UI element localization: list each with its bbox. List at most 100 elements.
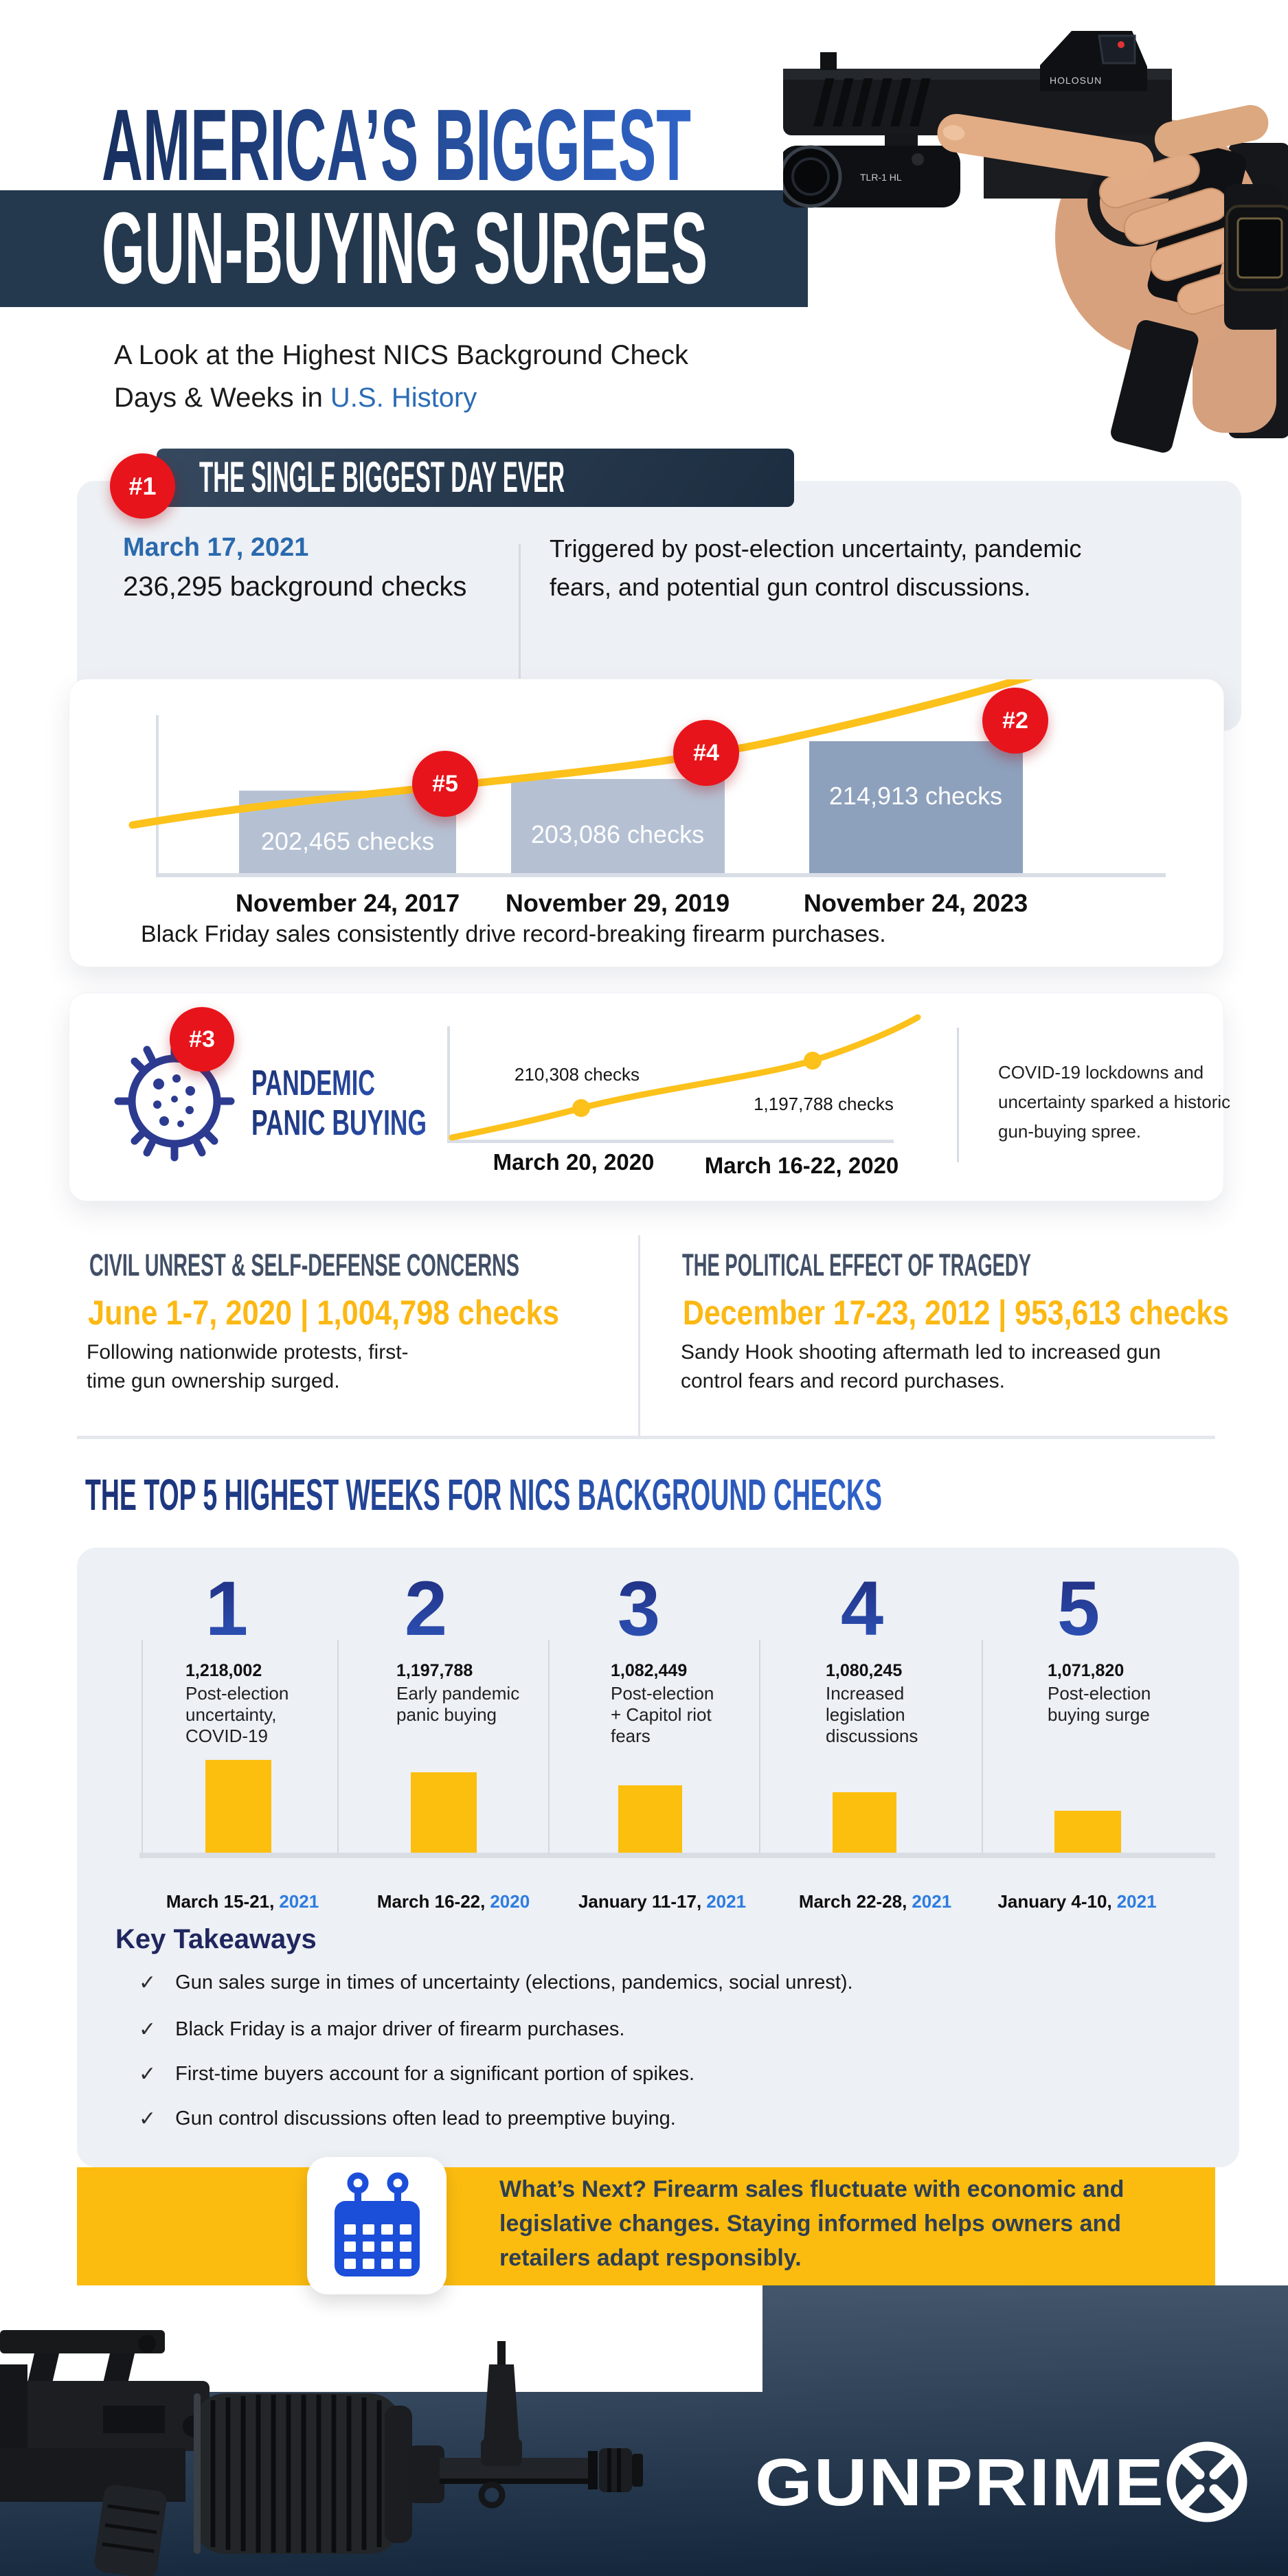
pandemic-desc-line3: gun-buying spree. [998,1121,1142,1142]
black-friday-card: 202,465 checks 203,086 checks 214,913 ch… [69,679,1224,967]
top5-desc-2b: panic buying [396,1704,497,1725]
pandemic-point1-value: 210,308 checks [515,1064,640,1085]
tragedy-desc-line1: Sandy Hook shooting aftermath led to inc… [681,1341,1161,1364]
banner-line3: retailers adapt responsibly. [499,2245,802,2271]
subtitle-line1: A Look at the Highest NICS Background Ch… [114,340,689,370]
bf-date-2019: November 29, 2019 [506,889,730,917]
virus-icon [114,1041,235,1162]
rifle-drum [194,2393,412,2554]
black-friday-caption: Black Friday sales consistently drive re… [141,921,886,947]
top5-date-2-text: March 16-22, [376,1891,486,1912]
top5-value-2: 1,197,788 [396,1661,473,1680]
top5-year-1: 2021 [279,1891,319,1912]
section1-heading-svg: THE SINGLE BIGGEST DAY EVER [199,456,565,501]
civil-unrest-desc-line1: Following nationwide protests, first- [87,1341,409,1364]
section1-divider [519,544,521,690]
subtitle-line2-text: Days & Weeks in [114,383,330,413]
bf-bar-2019 [511,779,725,873]
top5-desc-3a: Post-election [611,1683,714,1704]
pandemic-divider [957,1028,959,1162]
top5-bar-3 [618,1785,682,1853]
top5-col-divider [982,1640,983,1853]
civil-unrest-heading: CIVIL UNREST & SELF-DEFENSE CONCERNS [89,1247,519,1283]
logo-x-icon [1166,2441,1247,2522]
tragedy-stat-svg: December 17-23, 2012 | 953,613 checks [683,1293,1229,1333]
top5-desc-4c: discussions [826,1726,918,1746]
top5-date-3-text: January 11-17, [578,1891,702,1912]
section1-desc-line1: Triggered by post-election uncertainty, … [550,534,1082,563]
top5-value-1: 1,218,002 [185,1661,262,1680]
rank-number-1: 1 [205,1568,248,1644]
civil-unrest-desc-line2: time gun ownership surged. [87,1370,340,1392]
top5-desc-3c: fears [611,1726,651,1746]
top5-value-5: 1,071,820 [1048,1661,1125,1680]
top5-date-3: January 11-17, 2021 [545,1891,779,1912]
pandemic-title-svg: PANDEMIC PANIC BUYING [251,1063,427,1143]
check-icon: ✓ [139,1971,157,1994]
whats-next-banner [77,2167,1215,2285]
top5-bar-5 [1054,1811,1121,1853]
main-title-line2: GUN-BUYING SURGES [102,203,708,294]
calendar-icon [335,2172,420,2276]
section1-desc-line2: fears, and potential gun control discuss… [550,573,1031,601]
top5-desc-1c: COVID-19 [185,1726,268,1746]
subtitle-highlight: U.S. History [330,383,477,413]
check-icon: ✓ [139,2063,157,2086]
takeaway-text-3: First-time buyers account for a signific… [175,2063,695,2085]
top5-date-4-text: March 22-28, [798,1891,907,1912]
section1-heading: THE SINGLE BIGGEST DAY EVER [199,456,565,501]
brand-logo-text: GUNPRIME [755,2445,1165,2520]
bf-bar-2023 [809,741,1023,873]
top5-year-3: 2021 [706,1891,747,1912]
main-title-line2-svg: GUN-BUYING SURGES [102,203,708,294]
tragedy-stat: December 17-23, 2012 | 953,613 checks [683,1293,1229,1333]
light-brand-label: TLR-1 HL [860,172,902,183]
main-title-line1-svg: AMERICA’S BIGGEST [102,103,691,191]
takeaway-item-1: ✓ Gun sales surge in times of uncertaint… [139,1973,853,1993]
pandemic-title-line2: PANIC BUYING [251,1103,427,1143]
top5-date-5: January 4-10, 2021 [960,1891,1194,1912]
top5-baseline [139,1853,1215,1858]
calendar-card [307,2157,447,2294]
takeaways-heading: Key Takeaways [115,1924,317,1954]
top5-col-divider [142,1640,143,1853]
top5-desc-4a: Increased [826,1683,905,1704]
check-icon: ✓ [139,2108,157,2130]
rifle-muzzle [588,2448,643,2492]
takeaway-item-2: ✓ Black Friday is a major driver of fire… [139,2020,624,2040]
top5-card: 1 2 3 4 5 1,218,002 Post-election uncert… [77,1548,1239,2167]
top5-desc-1a: Post-election [185,1683,289,1704]
pistol-photo-illustration: HOLOSUN TLR-1 HL [783,0,1288,467]
pandemic-chart: 210,308 checks 1,197,788 checks March 20… [447,1014,921,1178]
events-divider [638,1235,640,1438]
rank-number-3: 3 [618,1568,660,1644]
banner-line1: What’s Next? Firearm sales fluctuate wit… [499,2176,1125,2202]
top5-date-5-text: January 4-10, [997,1891,1112,1912]
top5-col-divider [759,1640,760,1853]
top5-value-4: 1,080,245 [826,1661,903,1680]
top5-rank-numbers: 1 2 3 4 5 [205,1568,1100,1644]
top5-bar-4 [833,1792,896,1853]
bf-bar-label-2023: 214,913 checks [829,782,1002,810]
top5-desc-1b: uncertainty, [185,1704,277,1725]
top5-date-1-text: March 15-21, [166,1891,275,1912]
pandemic-point-2 [804,1052,822,1070]
pandemic-line [449,1014,921,1141]
pandemic-point2-date: March 16-22, 2020 [705,1153,899,1178]
rank-badge-2: #2 [982,688,1048,754]
bf-date-2023: November 24, 2023 [804,889,1028,917]
rank-number-5: 5 [1057,1568,1100,1644]
civil-unrest-stat-svg: June 1-7, 2020 | 1,004,798 checks [88,1293,559,1333]
top5-heading-svg: THE TOP 5 HIGHEST WEEKS FOR NICS BACKGRO… [85,1474,882,1517]
takeaway-item-4: ✓ Gun control discussions often lead to … [139,2109,676,2129]
top5-year-2: 2020 [490,1891,530,1912]
top5-bar-2 [411,1772,477,1853]
takeaway-text-4: Gun control discussions often lead to pr… [175,2108,676,2129]
pandemic-point2-value: 1,197,788 checks [754,1094,894,1114]
pandemic-desc-line1: COVID-19 lockdowns and [998,1062,1204,1083]
takeaway-text-2: Black Friday is a major driver of firear… [175,2018,625,2040]
top5-year-5: 2021 [1116,1891,1157,1912]
top5-heading: THE TOP 5 HIGHEST WEEKS FOR NICS BACKGRO… [85,1474,882,1517]
rank-badge-5: #5 [412,751,478,817]
